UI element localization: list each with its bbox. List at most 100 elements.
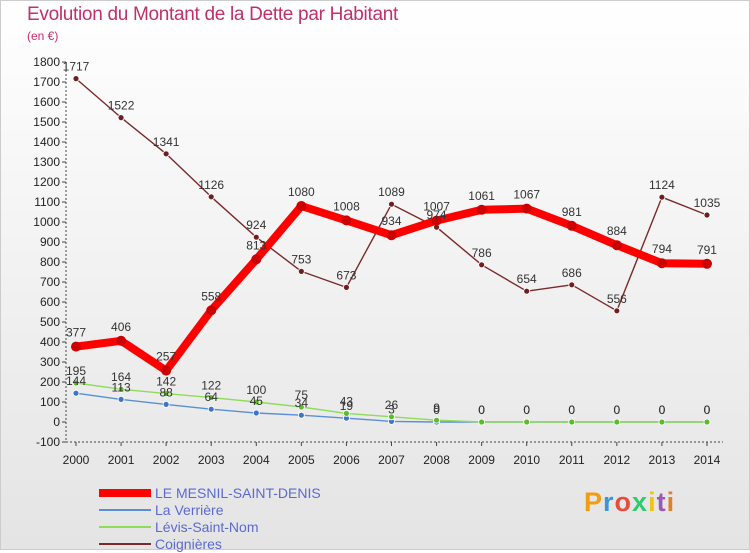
data-point [476,204,487,215]
brand-letter: i [648,487,657,517]
y-tick-label: 200 [40,375,60,389]
data-point [703,211,711,219]
data-label: 1089 [378,185,405,199]
data-label: 9 [433,401,440,415]
data-label: 981 [562,205,582,219]
data-label: 406 [111,320,131,334]
data-point [296,201,307,211]
legend-label: Coignières [155,536,222,552]
data-label: 113 [111,380,130,394]
data-label: 558 [201,289,221,303]
data-label: 974 [427,208,447,222]
y-tick-label: 500 [40,315,60,329]
brand-letter: P [584,487,604,517]
chart-title: Evolution du Montant de la Dette par Hab… [27,4,398,25]
data-point [433,416,440,424]
data-point [568,281,576,289]
x-tick-label: 2008 [423,453,450,467]
y-axis-unit: (en €) [27,29,59,43]
data-label: 791 [697,243,717,257]
series-2 [72,379,711,426]
data-point [343,283,350,291]
y-tick-label: 1300 [33,155,60,169]
data-point [523,418,531,426]
data-label: 673 [336,268,356,282]
y-tick-label: 1600 [33,95,60,109]
data-point [478,261,486,269]
x-tick-label: 2006 [333,453,360,467]
data-point [566,220,577,231]
brand-letter: i [666,487,676,517]
data-label: 786 [472,246,492,260]
brand-letter: t [656,487,667,517]
data-label: 100 [246,383,266,397]
brand-letter: o [614,487,633,517]
data-point [386,230,397,241]
data-point [252,409,260,417]
y-tick-label: 700 [40,275,60,289]
data-point [206,305,217,316]
data-point [431,215,442,226]
legend-swatch [99,543,151,545]
data-point [162,390,170,398]
x-tick-label: 2003 [198,453,225,467]
data-point [251,254,262,265]
y-tick-label: 800 [40,255,60,269]
data-label: 654 [517,272,537,286]
data-label: 0 [704,403,711,417]
legend-swatch [99,526,151,528]
data-point [521,203,532,214]
data-point [656,258,667,269]
data-label: 26 [385,398,399,412]
data-label: 884 [607,224,627,238]
data-point [72,75,80,82]
data-point [207,193,215,201]
y-tick-label: 100 [40,395,60,409]
y-tick-label: 300 [40,355,60,369]
data-label: 0 [613,403,620,417]
data-label: 1124 [649,178,675,192]
data-label: 0 [659,403,666,417]
data-point [478,418,486,426]
chart-axes: -100010020030040050060070080090010001100… [33,55,723,467]
legend-label: Lévis-Saint-Nom [155,519,259,535]
data-label: 3 [388,402,395,416]
data-point [72,379,80,387]
data-point [161,365,172,376]
data-label: 794 [652,242,672,256]
y-tick-label: 1200 [33,175,60,189]
legend-label: La Verrière [155,502,224,518]
data-label: 0 [659,403,666,417]
data-point [658,193,666,201]
data-point [297,411,305,419]
brand-letter: r [603,487,615,517]
data-point [162,150,170,158]
data-label: 1067 [513,188,540,202]
data-point [703,418,711,426]
data-point [701,258,712,269]
data-label: 1008 [333,199,360,213]
brand-letter: x [632,487,649,517]
data-label: 19 [340,399,354,413]
data-point [343,409,350,417]
x-tick-label: 2001 [108,453,135,467]
data-label: 934 [381,214,401,228]
data-label: 0 [523,403,530,417]
data-point [297,267,305,275]
data-label: 75 [295,388,309,402]
data-point [162,400,170,408]
data-point [388,413,395,421]
y-tick-label: 600 [40,295,60,309]
data-label: 164 [111,370,131,384]
data-point [523,287,531,295]
data-label: 0 [478,403,485,417]
data-label: 0 [704,403,711,417]
legend-swatch [99,509,151,511]
y-tick-label: 900 [40,235,60,249]
x-tick-label: 2013 [649,453,676,467]
data-point [613,307,621,315]
data-label: 924 [246,218,266,232]
x-tick-label: 2005 [288,453,315,467]
